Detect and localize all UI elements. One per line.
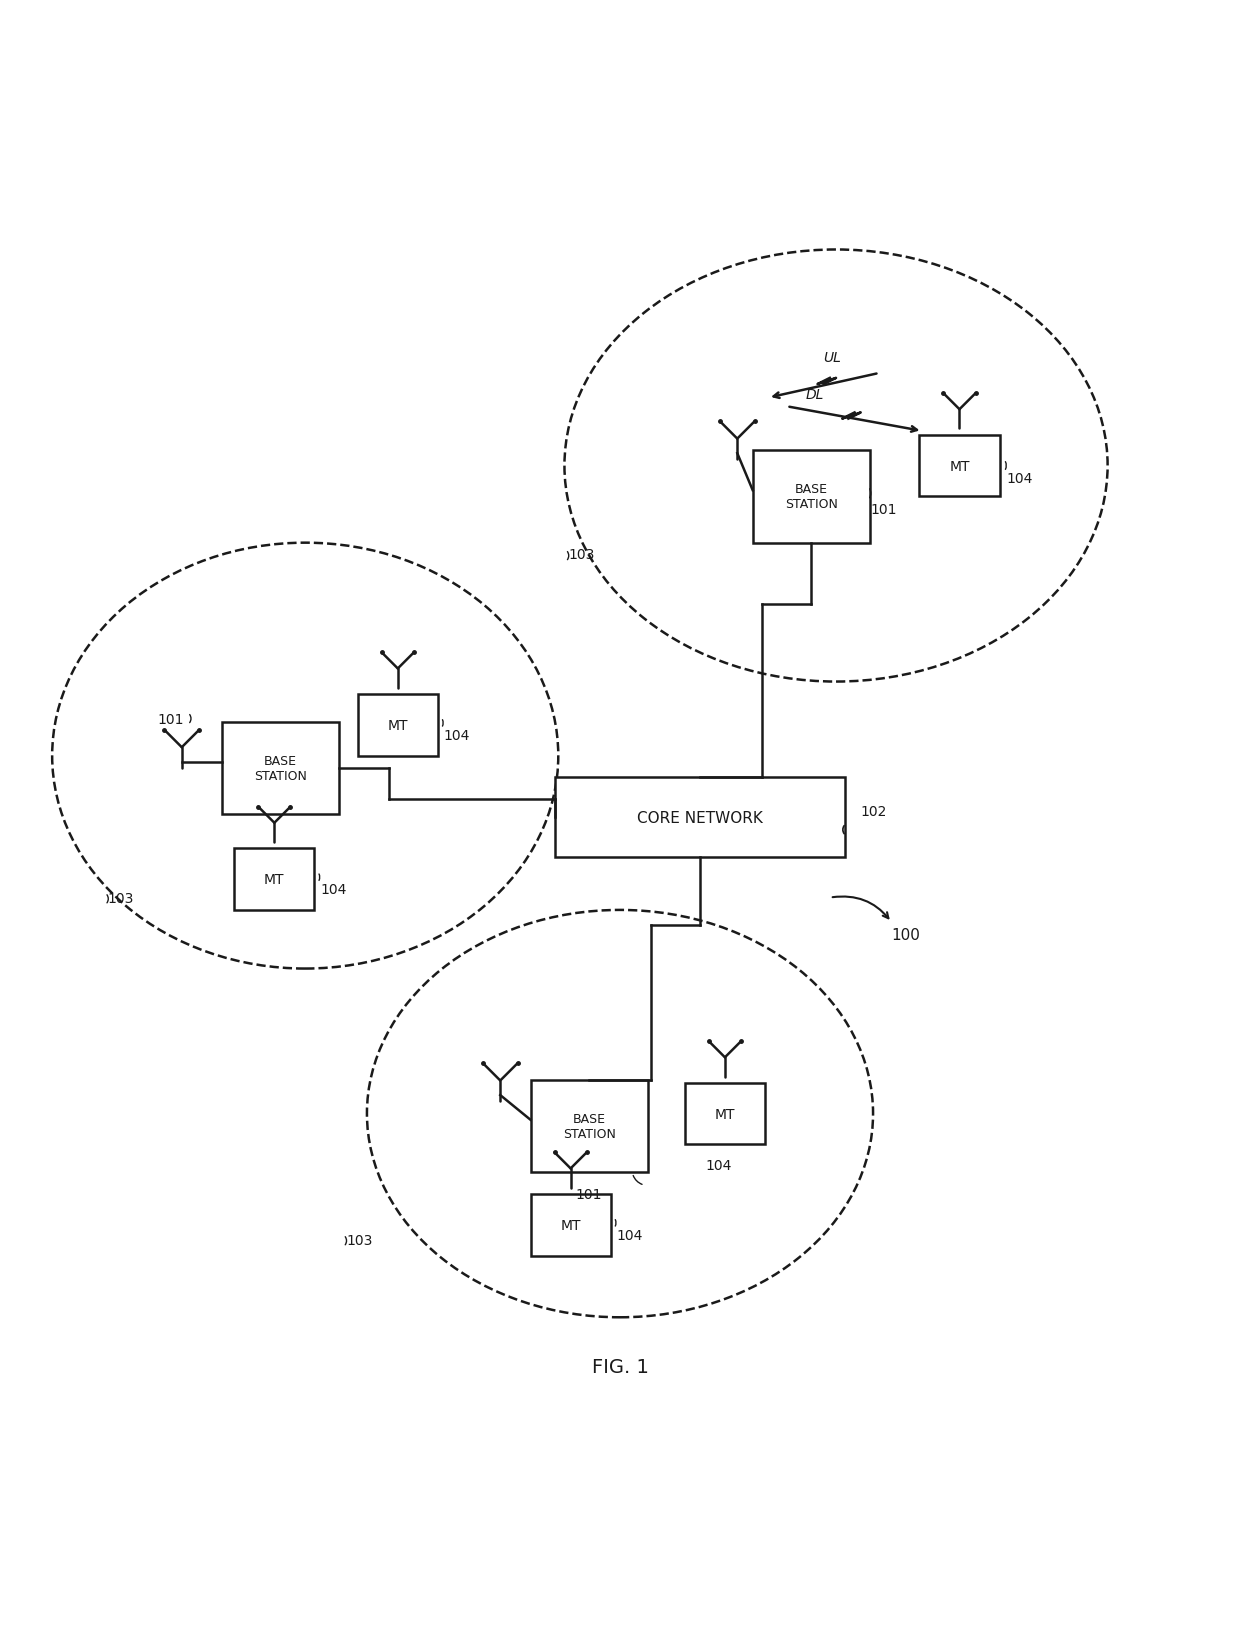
Text: 103: 103 (568, 549, 594, 562)
Bar (684, 1083, 765, 1145)
Bar (556, 778, 846, 859)
Text: 102: 102 (861, 804, 887, 819)
Text: UL: UL (823, 351, 841, 364)
Bar (919, 435, 999, 498)
Text: BASE
STATION: BASE STATION (785, 483, 838, 511)
Text: MT: MT (714, 1107, 735, 1121)
Text: 103: 103 (346, 1233, 372, 1248)
Text: MT: MT (560, 1218, 580, 1233)
Bar (222, 722, 340, 814)
Bar (357, 694, 438, 756)
Text: 101: 101 (870, 503, 897, 516)
Text: MT: MT (264, 872, 285, 887)
Text: MT: MT (388, 719, 408, 732)
Text: 104: 104 (616, 1228, 642, 1243)
Text: 101: 101 (575, 1187, 603, 1201)
Text: MT: MT (950, 460, 970, 473)
Bar (234, 849, 315, 910)
Text: CORE NETWORK: CORE NETWORK (637, 811, 763, 826)
Text: FIG. 1: FIG. 1 (591, 1358, 649, 1376)
Text: 104: 104 (444, 728, 470, 742)
Text: 100: 100 (892, 928, 920, 943)
Text: BASE
STATION: BASE STATION (254, 755, 308, 783)
Text: BASE
STATION: BASE STATION (563, 1112, 615, 1140)
Text: 101: 101 (157, 712, 184, 727)
Bar (531, 1079, 647, 1172)
Text: DL: DL (806, 387, 825, 402)
Bar (531, 1195, 611, 1256)
Bar (753, 452, 870, 544)
Text: 103: 103 (108, 892, 134, 905)
Text: 104: 104 (706, 1159, 732, 1173)
Text: 104: 104 (1007, 471, 1033, 486)
Text: 104: 104 (320, 882, 346, 897)
